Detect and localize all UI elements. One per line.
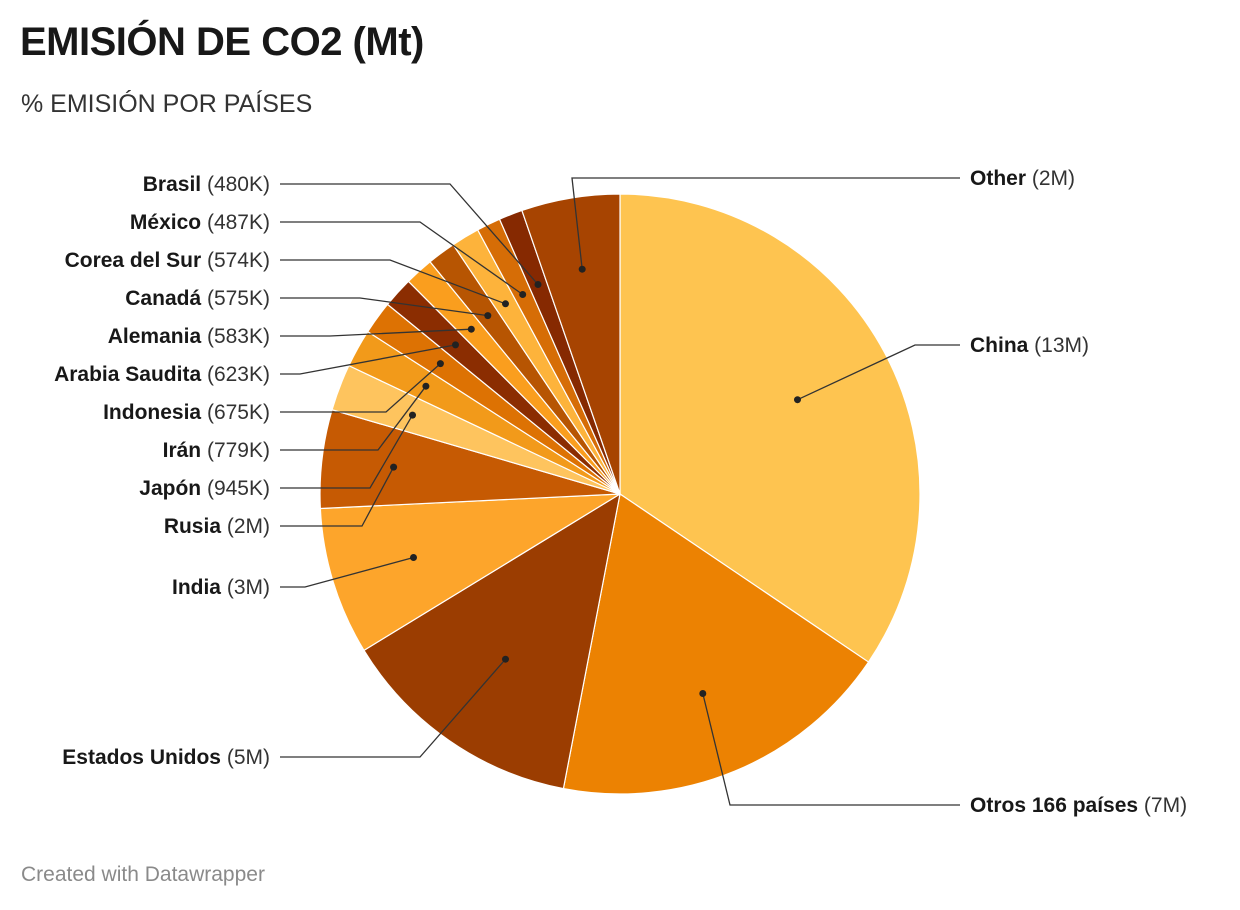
leader-line-other xyxy=(571,177,960,270)
leader-line-iran xyxy=(280,385,427,451)
leader-dot-india xyxy=(410,554,417,561)
slice-label-brasil: Brasil (480K) xyxy=(143,173,270,196)
slice-label-india: India (3M) xyxy=(172,576,270,599)
leader-line-estados-unidos xyxy=(280,658,506,758)
pie-slice-india[interactable] xyxy=(319,493,621,651)
leader-line-arabia-saudita xyxy=(280,344,456,375)
leader-line-indonesia xyxy=(280,363,441,413)
leader-dot-alemania xyxy=(467,325,475,333)
slice-label-corea-del-sur: Corea del Sur (574K) xyxy=(65,249,270,272)
chart-title: EMISIÓN DE CO2 (Mt) xyxy=(20,20,424,64)
leader-line-alemania xyxy=(280,328,472,337)
slice-labels: China (13M) Otros 166 países (7M) Estados … xyxy=(54,167,1187,817)
pie-slice-other[interactable] xyxy=(521,193,621,495)
slice-label-arabia-saudita: Arabia Saudita (623K) xyxy=(54,363,270,386)
leader-dot-corea-del-sur xyxy=(502,300,509,308)
slice-label-alemania: Alemania (583K) xyxy=(108,325,270,348)
leader-dot-iran xyxy=(422,382,430,390)
slice-label-china: China (13M) xyxy=(970,334,1089,357)
leader-dot-rusia xyxy=(390,463,398,471)
slice-label-iran: Irán (779K) xyxy=(163,439,270,462)
slice-label-indonesia: Indonesia (675K) xyxy=(103,401,270,424)
pie-slices xyxy=(319,193,921,795)
leader-dot-indonesia xyxy=(436,360,444,368)
leader-dot-brasil xyxy=(534,281,542,288)
leader-dot-otros-166-paises xyxy=(699,690,707,697)
slice-label-other: Other (2M) xyxy=(970,167,1075,190)
leader-line-corea-del-sur xyxy=(280,259,506,305)
pie-slice-estados-unidos[interactable] xyxy=(363,493,621,790)
leader-lines xyxy=(280,177,960,806)
leader-dot-estados-unidos xyxy=(502,655,509,663)
leader-line-canada xyxy=(280,297,488,317)
slice-label-mexico: México (487K) xyxy=(130,211,270,234)
leader-dot-canada xyxy=(484,312,492,320)
leader-line-india xyxy=(280,556,414,588)
leader-dot-china xyxy=(794,396,801,404)
leader-line-japon xyxy=(280,414,414,489)
chart-subtitle: % EMISIÓN POR PAÍSES xyxy=(21,90,313,118)
pie-slice-otros-166-paises[interactable] xyxy=(562,493,870,795)
slice-label-rusia: Rusia (2M) xyxy=(164,515,270,538)
leader-line-otros-166-paises xyxy=(702,693,960,806)
slice-label-estados-unidos: Estados Unidos (5M) xyxy=(62,746,270,769)
slice-label-otros-166-paises: Otros 166 países (7M) xyxy=(970,794,1187,817)
leader-dot-arabia-saudita xyxy=(452,341,459,349)
leader-dot-mexico xyxy=(519,291,527,298)
leader-dot-japon xyxy=(409,411,416,419)
leader-line-rusia xyxy=(280,466,395,527)
leader-line-brasil xyxy=(280,183,539,285)
slice-label-japon: Japón (945K) xyxy=(139,477,270,500)
slice-label-canada: Canadá (575K) xyxy=(125,287,270,310)
leader-line-mexico xyxy=(280,221,524,296)
leader-line-china xyxy=(797,344,960,401)
credit-text[interactable]: Created with Datawrapper xyxy=(21,863,265,886)
pie-slice-china[interactable] xyxy=(619,193,921,663)
leader-dot-other xyxy=(578,265,586,273)
